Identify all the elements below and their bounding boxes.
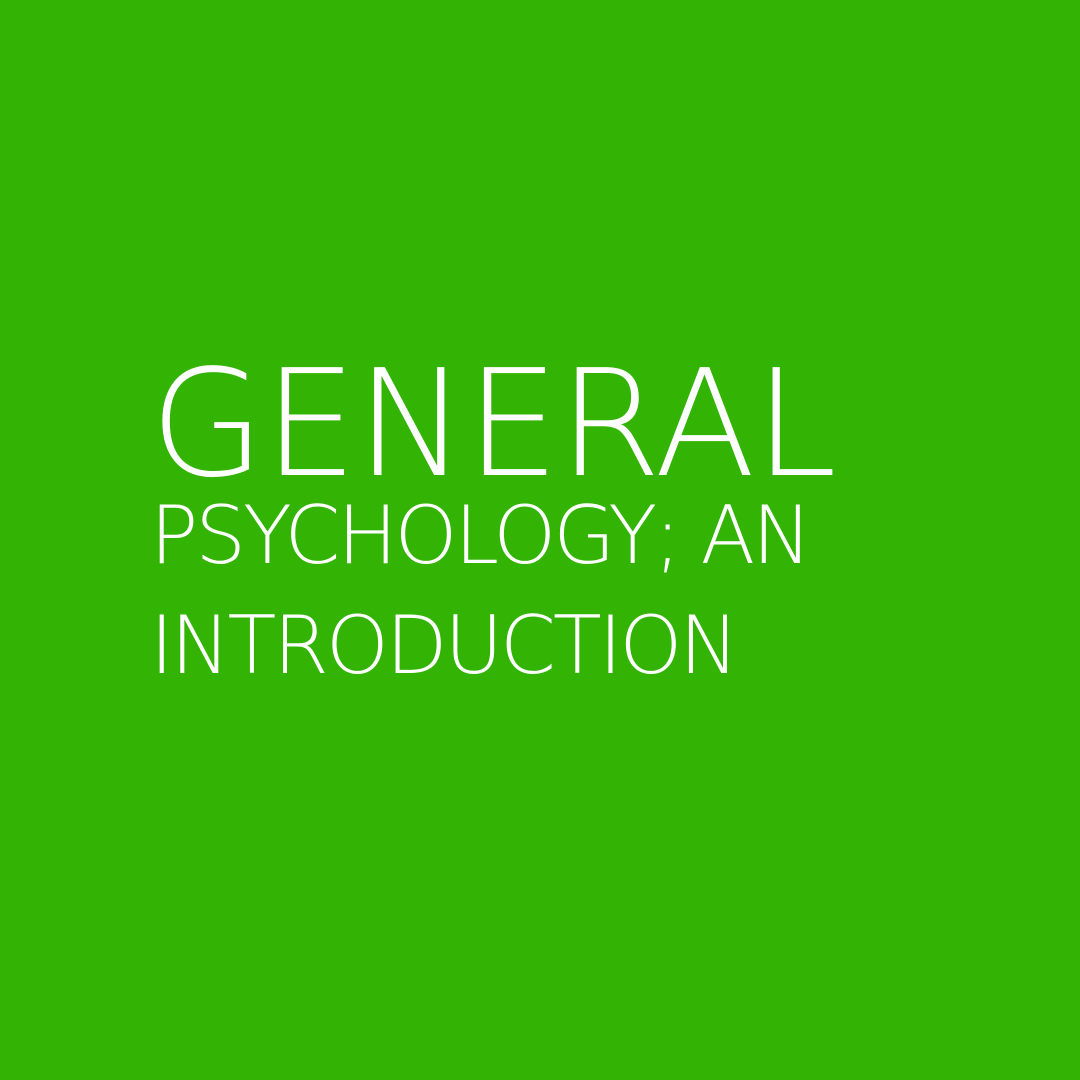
title-line-3: INTRODUCTION	[150, 599, 739, 692]
title-line-1: GENERAL	[150, 338, 837, 510]
title-line-2: PSYCHOLOGY; AN	[150, 489, 812, 582]
cover-title: GENERAL PSYCHOLOGY; AN INTRODUCTION	[150, 350, 950, 716]
